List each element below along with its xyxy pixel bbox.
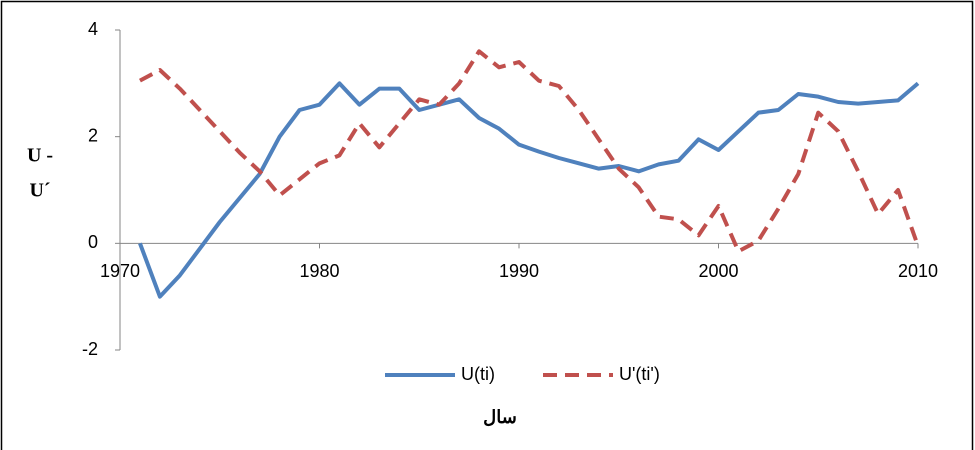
x-tick-label: 1970 [100,261,140,281]
y-axis-label: U - [27,145,53,167]
series-line [139,49,920,254]
x-tick-label: 2000 [698,261,738,281]
y-tick-label: 0 [88,232,98,252]
x-tick-label: 1990 [499,261,539,281]
x-tick-label: 2010 [898,261,938,281]
y-tick-label: 2 [88,125,98,145]
legend-label: U(ti) [461,364,495,384]
legend-label: U'(ti') [619,364,660,384]
series-line [138,81,920,299]
x-axis-label: سال [483,407,517,427]
y-axis-label: U´ [29,180,50,202]
y-tick-label: 4 [88,19,98,39]
x-tick-label: 1980 [299,261,339,281]
y-tick-label: -2 [82,339,98,359]
